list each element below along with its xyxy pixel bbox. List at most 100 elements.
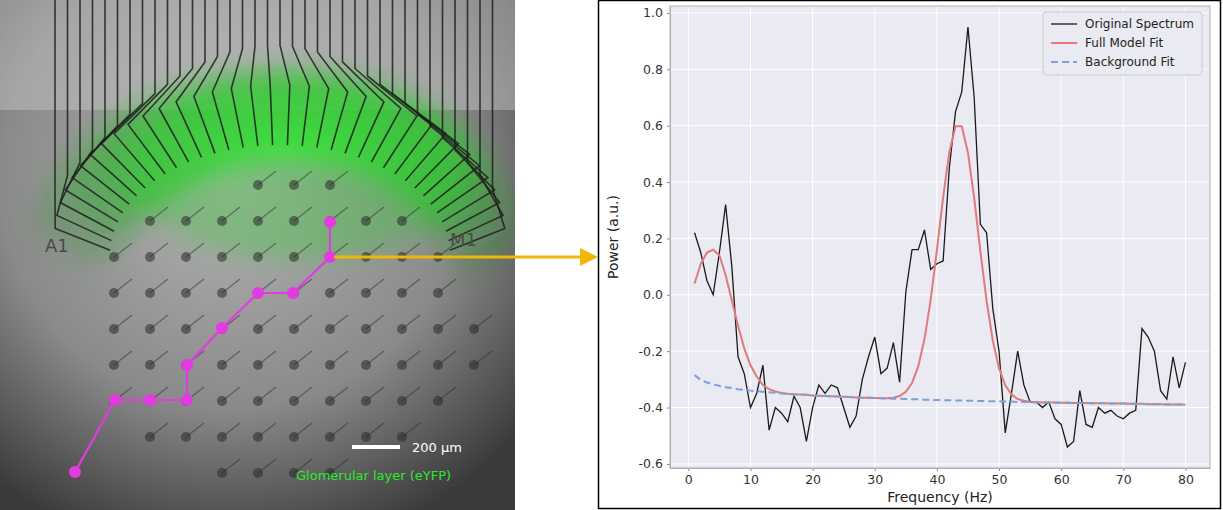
- pad-lead: [366, 351, 384, 365]
- electrode-trace: [280, 0, 290, 145]
- x-tick: 40: [929, 468, 945, 487]
- electrode-trace: [101, 0, 145, 188]
- pad-lead: [474, 351, 492, 365]
- electrode-trace: [418, 0, 470, 196]
- series-line: [695, 126, 1186, 404]
- grid-line-y: [670, 294, 1210, 295]
- electrode-trace: [355, 0, 401, 162]
- pad-lead: [222, 207, 240, 221]
- pad-lead: [474, 315, 492, 329]
- pad-lead: [438, 279, 456, 293]
- legend-label: Original Spectrum: [1085, 17, 1194, 31]
- grid-line-x: [936, 6, 937, 468]
- x-tick-label: 30: [867, 472, 883, 487]
- series-line: [695, 27, 1186, 447]
- glomerular-layer: [10, 69, 515, 330]
- pad-lead: [402, 207, 420, 221]
- x-tick: 10: [743, 468, 759, 487]
- x-tick: 70: [1116, 468, 1132, 487]
- grid-line-y: [670, 182, 1210, 183]
- pad-lead: [186, 243, 204, 257]
- y-tick-label: -0.4: [639, 400, 663, 415]
- pad-lead: [222, 459, 240, 473]
- electrode-trace: [72, 0, 123, 213]
- x-tick-label: 60: [1054, 472, 1070, 487]
- scale-bar-label: 200 µm: [412, 440, 462, 455]
- arrow-shaft: [334, 256, 582, 259]
- legend-label: Full Model Fit: [1085, 36, 1164, 50]
- pad-lead: [222, 243, 240, 257]
- electrode-trace: [60, 0, 114, 231]
- grid-line-y: [670, 351, 1210, 352]
- legend-label: Background Fit: [1085, 55, 1175, 69]
- pad-lead: [258, 459, 276, 473]
- pad-lead: [366, 423, 384, 437]
- electrode-trace: [80, 0, 129, 204]
- y-tick-label: 0.4: [643, 175, 663, 190]
- legend: Original Spectrum Full Model Fit Backgroun…: [1043, 12, 1202, 75]
- plot-frame: [670, 6, 1210, 468]
- grid-line-x: [812, 6, 813, 468]
- chart-frame: [599, 1, 1221, 509]
- y-tick: 0.8: [643, 62, 670, 77]
- electrode-trace: [449, 0, 504, 241]
- pad-lead: [186, 315, 204, 329]
- layer-label: Glomerular layer (eYFP): [296, 468, 451, 483]
- pad-lead: [330, 315, 348, 329]
- x-tick: 50: [992, 468, 1008, 487]
- pad-lead: [438, 351, 456, 365]
- recording-site: [324, 216, 336, 228]
- pad-lead: [114, 315, 132, 329]
- y-tick-label: 0.8: [643, 62, 663, 77]
- pad-lead: [438, 387, 456, 401]
- electrode-trace: [176, 0, 205, 157]
- electrode-traces: [55, 0, 505, 250]
- pad-lead: [402, 423, 420, 437]
- y-tick-label: 0.2: [643, 231, 663, 246]
- x-tick: 30: [867, 468, 883, 487]
- y-axis: -0.6-0.4-0.20.00.20.40.60.81.0: [639, 5, 671, 471]
- y-tick: -0.2: [639, 344, 670, 359]
- pad-lead: [186, 423, 204, 437]
- x-tick-label: 20: [805, 472, 821, 487]
- y-tick: 0.6: [643, 118, 670, 133]
- electrode-trace: [159, 0, 192, 162]
- pad-lead: [402, 315, 420, 329]
- electrode-pads: [109, 171, 492, 478]
- pad-lead: [402, 279, 420, 293]
- pad-lead: [258, 243, 276, 257]
- micrograph: [0, 0, 515, 510]
- series-line: [695, 375, 1186, 405]
- electrode-trace: [450, 0, 505, 250]
- y-tick: 0.0: [643, 287, 670, 302]
- legend-swatch: [1051, 42, 1077, 44]
- pad-lead: [402, 387, 420, 401]
- x-tick: 60: [1054, 468, 1070, 487]
- pad-lead: [294, 423, 312, 437]
- pad-lead: [222, 351, 240, 365]
- electrode-trace: [194, 0, 218, 153]
- electrode-trace: [231, 0, 243, 148]
- recording-site: [69, 466, 81, 478]
- pad-lead: [402, 243, 420, 257]
- scale-bar: [352, 445, 400, 449]
- recording-site: [287, 287, 299, 299]
- region-label: A1: [45, 235, 69, 256]
- recording-site: [216, 322, 228, 334]
- pad-lead: [114, 243, 132, 257]
- plot-background: [670, 6, 1210, 468]
- y-tick: 0.4: [643, 175, 670, 190]
- pad-lead: [438, 315, 456, 329]
- pad-lead: [294, 315, 312, 329]
- electrode-trace: [143, 0, 180, 168]
- x-tick: 80: [1178, 468, 1194, 487]
- pad-lead: [294, 387, 312, 401]
- x-tick-label: 10: [743, 472, 759, 487]
- pad-lead: [330, 279, 348, 293]
- pad-lead: [150, 315, 168, 329]
- recording-site: [181, 359, 193, 371]
- pad-lead: [366, 243, 384, 257]
- pad-lead: [114, 279, 132, 293]
- pad-lead: [222, 387, 240, 401]
- pad-lead: [402, 351, 420, 365]
